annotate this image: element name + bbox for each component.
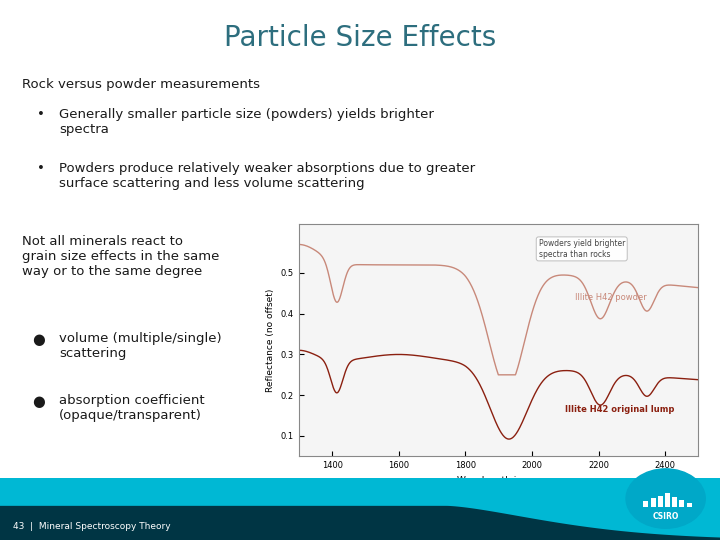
- Polygon shape: [0, 478, 720, 537]
- Bar: [665, 493, 670, 508]
- Text: CSIRO: CSIRO: [652, 512, 679, 521]
- Text: 43  |  Mineral Spectroscopy Theory: 43 | Mineral Spectroscopy Theory: [13, 522, 171, 531]
- Text: Particle Size Effects: Particle Size Effects: [224, 24, 496, 52]
- Text: Rock versus powder measurements: Rock versus powder measurements: [22, 78, 260, 91]
- Text: Illite H42 original lump: Illite H42 original lump: [565, 405, 675, 414]
- Bar: [680, 500, 684, 508]
- Bar: [687, 503, 691, 508]
- Text: •: •: [37, 108, 45, 121]
- Text: Powders produce relatively weaker absorptions due to greater
surface scattering : Powders produce relatively weaker absorp…: [59, 162, 475, 190]
- Text: ●: ●: [32, 394, 45, 409]
- Text: Powders yield brighter
spectra than rocks: Powders yield brighter spectra than rock…: [539, 239, 625, 259]
- Text: ●: ●: [32, 332, 45, 347]
- Y-axis label: Reflectance (no offset): Reflectance (no offset): [266, 288, 275, 392]
- Text: Illite H42 powder: Illite H42 powder: [575, 293, 647, 302]
- Bar: [672, 497, 677, 508]
- Bar: [644, 502, 648, 508]
- Circle shape: [626, 469, 706, 528]
- X-axis label: Wavelength in nm: Wavelength in nm: [457, 476, 540, 485]
- Text: volume (multiple/single)
scattering: volume (multiple/single) scattering: [59, 332, 222, 360]
- Text: Not all minerals react to
grain size effects in the same
way or to the same degr: Not all minerals react to grain size eff…: [22, 235, 219, 278]
- Text: Generally smaller particle size (powders) yields brighter
spectra: Generally smaller particle size (powders…: [59, 108, 434, 136]
- Text: •: •: [37, 162, 45, 175]
- Text: absorption coefficient
(opaque/transparent): absorption coefficient (opaque/transpare…: [59, 394, 204, 422]
- Bar: [651, 498, 655, 508]
- Bar: [658, 496, 662, 508]
